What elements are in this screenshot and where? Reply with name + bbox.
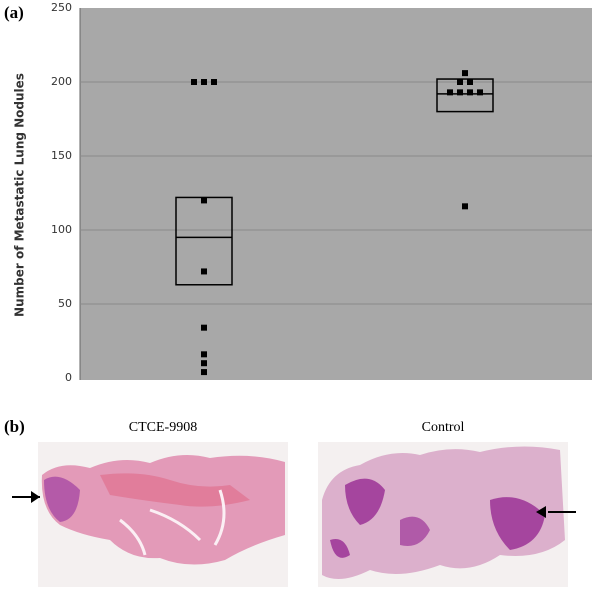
micrograph [318,442,576,587]
box [436,78,494,113]
data-point [462,203,468,210]
data-point [201,197,207,204]
y-tick-label: 50 [58,297,72,310]
image-caption: Control [422,420,465,435]
data-point [201,360,207,367]
y-tick-label: 150 [51,149,72,162]
y-tick-label: 100 [51,223,72,236]
data-point [462,70,468,77]
data-point [211,79,217,85]
plot: 0 50 100 150 200 250 [51,1,592,384]
data-point [201,324,207,331]
image-caption: CTCE-9908 [129,420,197,435]
y-axis-label: Number of Metastatic Lung Nodules [13,73,27,317]
data-point [477,89,483,96]
data-point [457,79,463,85]
y-tick-label: 250 [51,1,72,14]
y-tick-label: 0 [65,371,72,384]
data-point [457,89,463,96]
data-point [201,79,207,85]
data-point [191,79,197,85]
data-point [201,351,207,358]
data-point [447,89,453,96]
plot-area [80,8,592,380]
data-point [201,268,207,275]
data-point [467,89,473,96]
data-point [467,79,473,85]
panel-label: (a) [4,3,24,22]
data-point [201,369,207,376]
micrograph [12,442,288,587]
panel-label: (b) [4,417,25,436]
y-tick-label: 200 [51,75,72,88]
